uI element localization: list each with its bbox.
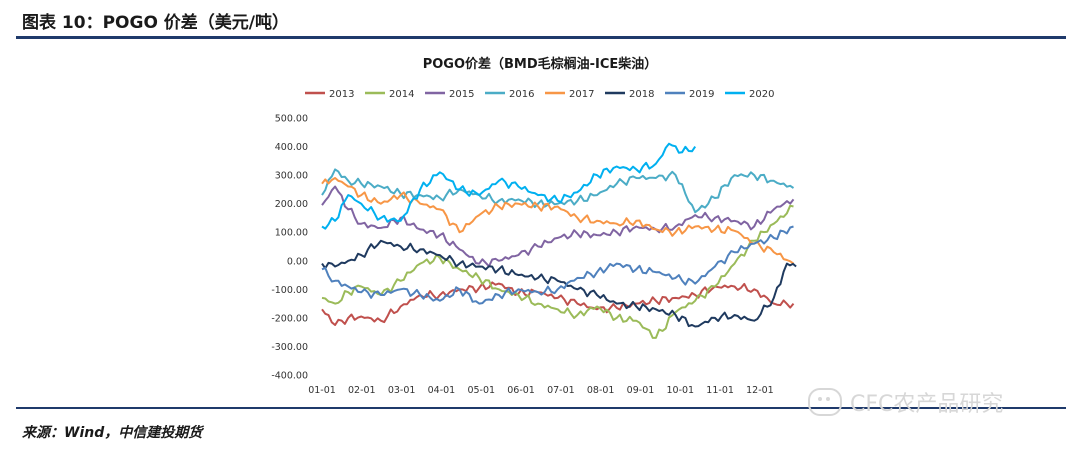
pogo-spread-chart: POGO价差（BMD毛棕榈油-ICE柴油） 2013 2014 2015 2016 20…: [271, 56, 797, 396]
x-tick-label: 01-01: [308, 385, 336, 396]
x-tick-label: 07-01: [547, 385, 575, 396]
y-tick-label: -100.00: [271, 285, 308, 296]
wechat-icon: [808, 388, 842, 416]
x-tick-label: 12-01: [746, 385, 774, 396]
series-line-2017: [321, 177, 795, 265]
y-tick-label: 200.00: [275, 199, 308, 210]
y-tick-label: -300.00: [271, 342, 308, 353]
legend-label-2013: 2013: [329, 89, 354, 100]
source-note: 来源：Wind，中信建投期货: [22, 425, 203, 441]
y-tick-label: -400.00: [271, 371, 308, 382]
y-tick-label: 300.00: [275, 171, 308, 182]
x-tick-label: 11-01: [706, 385, 734, 396]
legend-label-2015: 2015: [449, 89, 474, 100]
x-tick-label: 08-01: [587, 385, 615, 396]
y-tick-label: 0.00: [287, 256, 308, 267]
chart-legend: 2013 2014 2015 2016 2017 2018 2019 2020: [305, 89, 774, 100]
y-tick-label: 100.00: [275, 228, 308, 239]
legend-label-2017: 2017: [569, 89, 594, 100]
figure-title: 图表 10：POGO 价差（美元/吨）: [22, 13, 290, 33]
y-tick-label: 400.00: [275, 142, 308, 153]
legend-label-2018: 2018: [629, 89, 654, 100]
y-axis: 500.00 400.00 300.00 200.00 100.00 0.00 -100.0…: [271, 114, 308, 382]
watermark-text: CFC农产品研究: [850, 392, 1004, 417]
x-tick-label: 09-01: [627, 385, 655, 396]
legend-label-2020: 2020: [749, 89, 774, 100]
x-tick-label: 02-01: [348, 385, 376, 396]
y-tick-label: -200.00: [271, 313, 308, 324]
legend-label-2014: 2014: [389, 89, 414, 100]
watermark: CFC农产品研究: [808, 386, 1003, 418]
x-tick-label: 04-01: [428, 385, 456, 396]
series-line-2014: [321, 204, 794, 339]
plot-area: [321, 142, 797, 339]
series-line-2018: [321, 239, 797, 328]
header-rule: [16, 36, 1066, 39]
y-tick-label: 500.00: [275, 114, 308, 125]
chart-title: POGO价差（BMD毛棕榈油-ICE柴油）: [423, 56, 658, 72]
series-line-2015: [321, 185, 795, 268]
x-tick-label: 05-01: [467, 385, 495, 396]
x-tick-label: 03-01: [388, 385, 416, 396]
footer-rule: [16, 407, 1066, 409]
series-line-2020: [321, 142, 697, 230]
legend-label-2016: 2016: [509, 89, 534, 100]
x-tick-label: 06-01: [507, 385, 535, 396]
x-tick-label: 10-01: [666, 385, 694, 396]
x-axis: 01-01 02-01 03-01 04-01 05-01 06-01 07-01 08-01…: [308, 385, 774, 396]
legend-label-2019: 2019: [689, 89, 714, 100]
series-line-2019: [321, 225, 794, 305]
series-line-2016: [321, 168, 795, 214]
